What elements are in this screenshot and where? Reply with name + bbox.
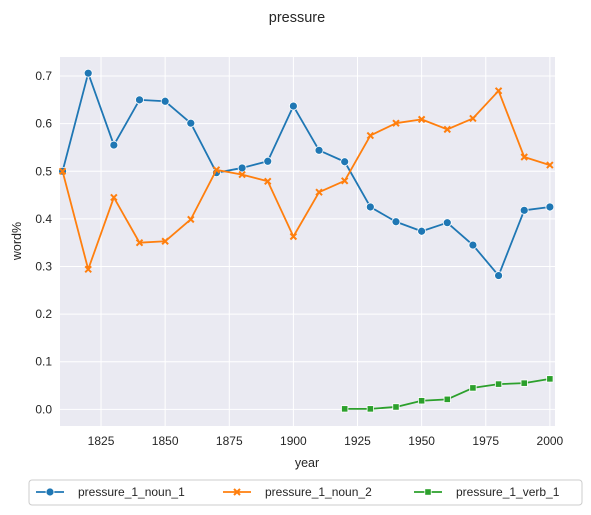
series-layer [58, 68, 555, 413]
legend-marker [424, 488, 432, 496]
legend-item: pressure_1_noun_1 [36, 485, 185, 499]
data-point [314, 145, 324, 155]
legend-label: pressure_1_verb_1 [456, 485, 560, 499]
x-tick-label: 1925 [344, 434, 371, 448]
legend-frame [28, 479, 583, 506]
data-point [494, 271, 503, 280]
data-point [519, 205, 529, 215]
data-point [392, 119, 400, 127]
data-point [366, 405, 374, 413]
data-point [520, 379, 528, 387]
data-point [443, 395, 451, 403]
data-point [58, 167, 67, 175]
y-tick-label: 0.4 [35, 212, 52, 226]
data-point [546, 375, 554, 383]
data-point [135, 238, 144, 247]
data-point [417, 226, 427, 236]
data-point [263, 156, 273, 166]
data-point [443, 125, 451, 134]
x-tick-label: 1825 [88, 434, 115, 448]
data-point [340, 177, 349, 185]
data-point [494, 87, 503, 95]
data-point [546, 161, 554, 169]
data-point [365, 202, 375, 212]
y-axis-label: word% [10, 222, 24, 261]
data-point [392, 403, 400, 411]
data-point [366, 131, 375, 140]
data-point [110, 193, 118, 202]
legend-item: pressure_1_noun_2 [223, 485, 372, 499]
data-point [212, 166, 221, 174]
plot-area [60, 57, 555, 426]
data-point [520, 153, 528, 161]
x-tick-label: 1875 [216, 434, 243, 448]
x-axis-ticks: 1825 1850 1875 1900 1925 1950 1975 2000 [88, 434, 564, 448]
data-point [340, 157, 350, 167]
data-point [418, 397, 426, 405]
data-point [341, 405, 349, 413]
data-point [187, 215, 195, 224]
data-point [494, 380, 503, 388]
data-point [468, 240, 478, 250]
y-tick-label: 0.6 [35, 117, 52, 131]
legend-label: pressure_1_noun_1 [78, 485, 185, 499]
x-tick-label: 1900 [280, 434, 307, 448]
legend-marker [45, 487, 55, 497]
data-point [238, 170, 246, 179]
legend-marker [233, 488, 241, 496]
x-tick-label: 1850 [152, 434, 179, 448]
data-point [315, 188, 323, 196]
data-point [135, 95, 144, 105]
data-point [391, 217, 401, 227]
x-tick-label: 1950 [408, 434, 435, 448]
data-point [417, 115, 426, 124]
data-point [237, 163, 247, 173]
data-point [264, 177, 272, 185]
data-point [83, 68, 93, 78]
x-axis-label: year [295, 456, 319, 470]
data-point [469, 114, 477, 123]
y-axis-ticks: 0.0 0.1 0.2 0.3 0.4 0.5 0.6 0.7 [35, 69, 52, 416]
legend: pressure_1_noun_1 pressure_1_noun_2 pressu… [28, 479, 583, 506]
data-point [288, 101, 298, 111]
series-line [61, 89, 551, 271]
x-tick-label: 2000 [537, 434, 564, 448]
legend-label: pressure_1_noun_2 [265, 485, 372, 499]
y-tick-label: 0.1 [35, 355, 52, 369]
y-tick-label: 0.3 [35, 259, 52, 273]
data-point [289, 232, 298, 241]
data-point [469, 384, 477, 392]
series-pressure_1_noun_2 [58, 87, 554, 274]
series-pressure_1_noun_1 [58, 68, 555, 280]
legend-item: pressure_1_verb_1 [414, 485, 560, 499]
data-point [442, 218, 452, 228]
y-tick-label: 0.2 [35, 307, 52, 321]
y-tick-label: 0.5 [35, 164, 52, 178]
data-point [545, 202, 555, 212]
series-pressure_1_verb_1 [341, 375, 554, 413]
y-tick-label: 0.0 [35, 402, 52, 416]
chart-title: pressure [269, 10, 325, 26]
data-point [84, 265, 92, 274]
data-point [161, 237, 169, 245]
data-point [186, 118, 196, 128]
data-point [160, 96, 170, 106]
x-tick-label: 1975 [472, 434, 499, 448]
data-point [109, 140, 119, 150]
y-tick-label: 0.7 [35, 69, 52, 83]
